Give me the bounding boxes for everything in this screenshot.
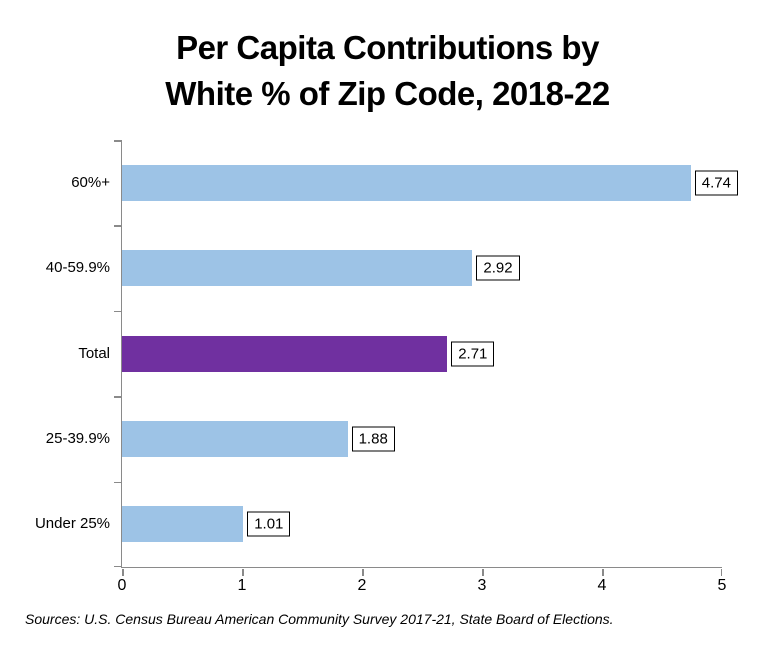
y-axis-tick — [113, 140, 121, 142]
value-label: 2.71 — [451, 341, 495, 366]
chart-title-line1: Per Capita Contributions by — [176, 29, 599, 66]
value-label: 4.74 — [694, 170, 738, 196]
bar-total — [122, 335, 448, 372]
value-label: 1.88 — [351, 426, 395, 452]
x-tick-label: 0 — [117, 577, 127, 594]
x-axis-tick — [362, 568, 364, 576]
category-label: 25-39.9% — [45, 429, 110, 447]
y-axis-tick — [113, 565, 121, 567]
category-label: Under 25% — [34, 515, 110, 533]
value-label: 1.01 — [247, 511, 291, 537]
value-label: 2.92 — [476, 255, 520, 281]
bar-25-39-9- — [122, 420, 348, 457]
x-tick-label: 5 — [717, 577, 727, 594]
x-tick-label: 2 — [357, 577, 367, 594]
plot-area: 4.74 2.92 2.71 1.88 1.01 0 1 2 3 4 5 — [113, 140, 738, 594]
x-axis-tick — [122, 568, 124, 576]
chart-title: Per Capita Contributions by White % of Z… — [0, 25, 775, 117]
y-axis-tick — [113, 310, 121, 313]
x-tick-label: 4 — [597, 577, 607, 594]
x-axis-tick — [720, 568, 722, 576]
bar-40-59-9- — [122, 250, 473, 287]
bar-under-25- — [122, 506, 244, 543]
category-label: Total — [78, 344, 110, 362]
x-tick-label: 1 — [237, 577, 247, 594]
y-axis-tick — [113, 396, 121, 398]
x-axis-tick — [242, 568, 244, 576]
chart-title-line2: White % of Zip Code, 2018-22 — [165, 75, 610, 112]
x-axis-tick — [482, 568, 484, 576]
source-note: Sources: U.S. Census Bureau American Com… — [25, 611, 614, 627]
bar-60- — [122, 164, 691, 201]
category-label: 40-59.9% — [45, 259, 110, 277]
x-axis-tick — [602, 568, 604, 576]
y-axis-tick — [113, 225, 121, 227]
x-tick-label: 3 — [477, 577, 487, 594]
y-axis-tick — [113, 481, 121, 484]
category-label: 60%+ — [71, 173, 110, 191]
